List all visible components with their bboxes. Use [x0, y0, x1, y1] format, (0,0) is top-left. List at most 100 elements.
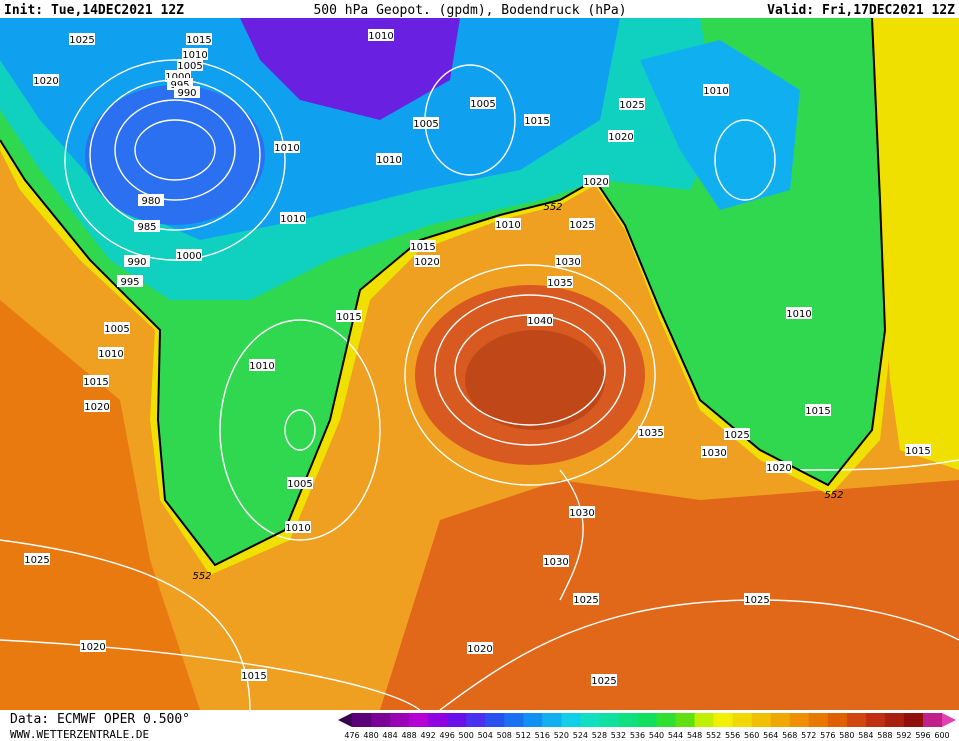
legend-value: 508	[497, 731, 512, 740]
legend-value: 540	[649, 731, 664, 740]
legend-value: 576	[820, 731, 835, 740]
legend-value: 544	[668, 731, 683, 740]
legend-swatch	[903, 713, 924, 727]
legend-swatch	[808, 713, 829, 727]
isobar-label-bg	[241, 669, 267, 681]
isobar-label: 1025	[619, 100, 644, 111]
isobar-label-bg	[84, 400, 110, 412]
isobar-label-bg	[414, 255, 440, 267]
legend-swatch	[504, 713, 524, 727]
isobar-label-bg	[285, 521, 311, 533]
isobar-label: 1025	[724, 430, 749, 441]
legend-swatch	[390, 713, 410, 727]
isobar-label-bg	[376, 153, 402, 165]
isobar-label-bg	[69, 33, 95, 45]
legend-value: 532	[611, 731, 626, 740]
legend-value: 520	[554, 731, 569, 740]
legend-swatch	[675, 713, 696, 727]
legend-value: 596	[915, 731, 930, 740]
isobar-label: 1030	[701, 448, 726, 459]
isobar-label-bg	[174, 86, 200, 98]
isobar-label: 1010	[98, 349, 123, 360]
isobar-label-bg	[98, 347, 124, 359]
isobar-label: 1025	[24, 555, 49, 566]
isobar-label-bg	[583, 175, 609, 187]
isobar-label: 1015	[524, 116, 549, 127]
isobar-label: 1000	[165, 72, 190, 83]
legend-value: 504	[478, 731, 493, 740]
isobar-label-bg	[186, 33, 212, 45]
isobar-label-bg	[413, 117, 439, 129]
legend-value: 592	[896, 731, 911, 740]
isobar-label-bg	[467, 642, 493, 654]
legend-value: 480	[363, 731, 378, 740]
blue-field-east	[640, 40, 800, 210]
isobar-label: 985	[137, 222, 156, 233]
isobar-label-bg	[527, 314, 553, 326]
isobar-label-bg	[470, 97, 496, 109]
warm-field-s	[380, 480, 959, 710]
isobar-label: 1020	[84, 402, 109, 413]
isobar-label: 1035	[547, 278, 572, 289]
isobar-label: 990	[127, 257, 146, 268]
legend-value: 600	[934, 731, 949, 740]
legend-swatch	[827, 713, 848, 727]
isobar-label-bg	[786, 307, 812, 319]
isobar-label: 1010	[368, 31, 393, 42]
isobar-label-bg	[547, 276, 573, 288]
isobar-label-bg	[905, 444, 931, 456]
isobar-label: 1015	[241, 671, 266, 682]
legend-swatch	[656, 713, 677, 727]
isobar-label: 995	[120, 277, 139, 288]
legend-value: 528	[592, 731, 607, 740]
footer-site: WWW.WETTERZENTRALE.DE	[10, 728, 149, 741]
legend-value: 584	[858, 731, 873, 740]
legend-value: 516	[535, 731, 550, 740]
legend-value: 496	[440, 731, 455, 740]
isobar-label-bg	[569, 218, 595, 230]
legend-swatch	[694, 713, 715, 727]
isobar-label: 1025	[569, 220, 594, 231]
isobar-label: 1030	[569, 508, 594, 519]
isobar-label: 1015	[336, 312, 361, 323]
isobar-label: 1020	[608, 132, 633, 143]
warm-field-sw	[0, 300, 200, 710]
isobar-label: 1015	[83, 377, 108, 388]
legend: 476 480 484 488 492 496 500 504 508 512 516 520 524 5…	[338, 713, 956, 740]
header-bar	[0, 0, 959, 18]
isobar-label: 1025	[573, 595, 598, 606]
isobar-label-bg	[410, 240, 436, 252]
valid-label: Valid: Fri,17DEC2021 12Z	[767, 3, 955, 18]
legend-swatch	[751, 713, 772, 727]
legend-swatch	[770, 713, 791, 727]
legend-swatch	[542, 713, 562, 727]
map-title: 500 hPa Geopot. (gpdm), Bodendruck (hPa)	[313, 3, 626, 18]
isobar-label-bg	[249, 359, 275, 371]
isobar-label-bg	[495, 218, 521, 230]
legend-value: 552	[706, 731, 721, 740]
isobar-label: 1005	[413, 119, 438, 130]
isobar-label-bg	[336, 310, 362, 322]
isobar-label-bg	[24, 553, 50, 565]
isobar-label-bg	[805, 404, 831, 416]
legend-arrow	[338, 713, 352, 727]
isobar-label: 1025	[591, 676, 616, 687]
legend-swatch	[865, 713, 886, 727]
legend-arrow	[942, 713, 956, 727]
legend-swatch	[447, 713, 467, 727]
isobar-label: 1020	[414, 257, 439, 268]
isobar-label: 1010	[703, 86, 728, 97]
legend-value: 524	[573, 731, 588, 740]
isobar-label-bg	[287, 477, 313, 489]
isobar-label-bg	[591, 674, 617, 686]
isobar-label: 1025	[69, 35, 94, 46]
legend-value: 488	[401, 731, 416, 740]
isobar-label: 1005	[287, 479, 312, 490]
legend-swatch	[428, 713, 448, 727]
isobar-label: 1000	[176, 251, 201, 262]
isobar-label-bg	[744, 593, 770, 605]
isobar-label-bg	[608, 130, 634, 142]
legend-swatch	[580, 713, 600, 727]
legend-swatch	[409, 713, 429, 727]
